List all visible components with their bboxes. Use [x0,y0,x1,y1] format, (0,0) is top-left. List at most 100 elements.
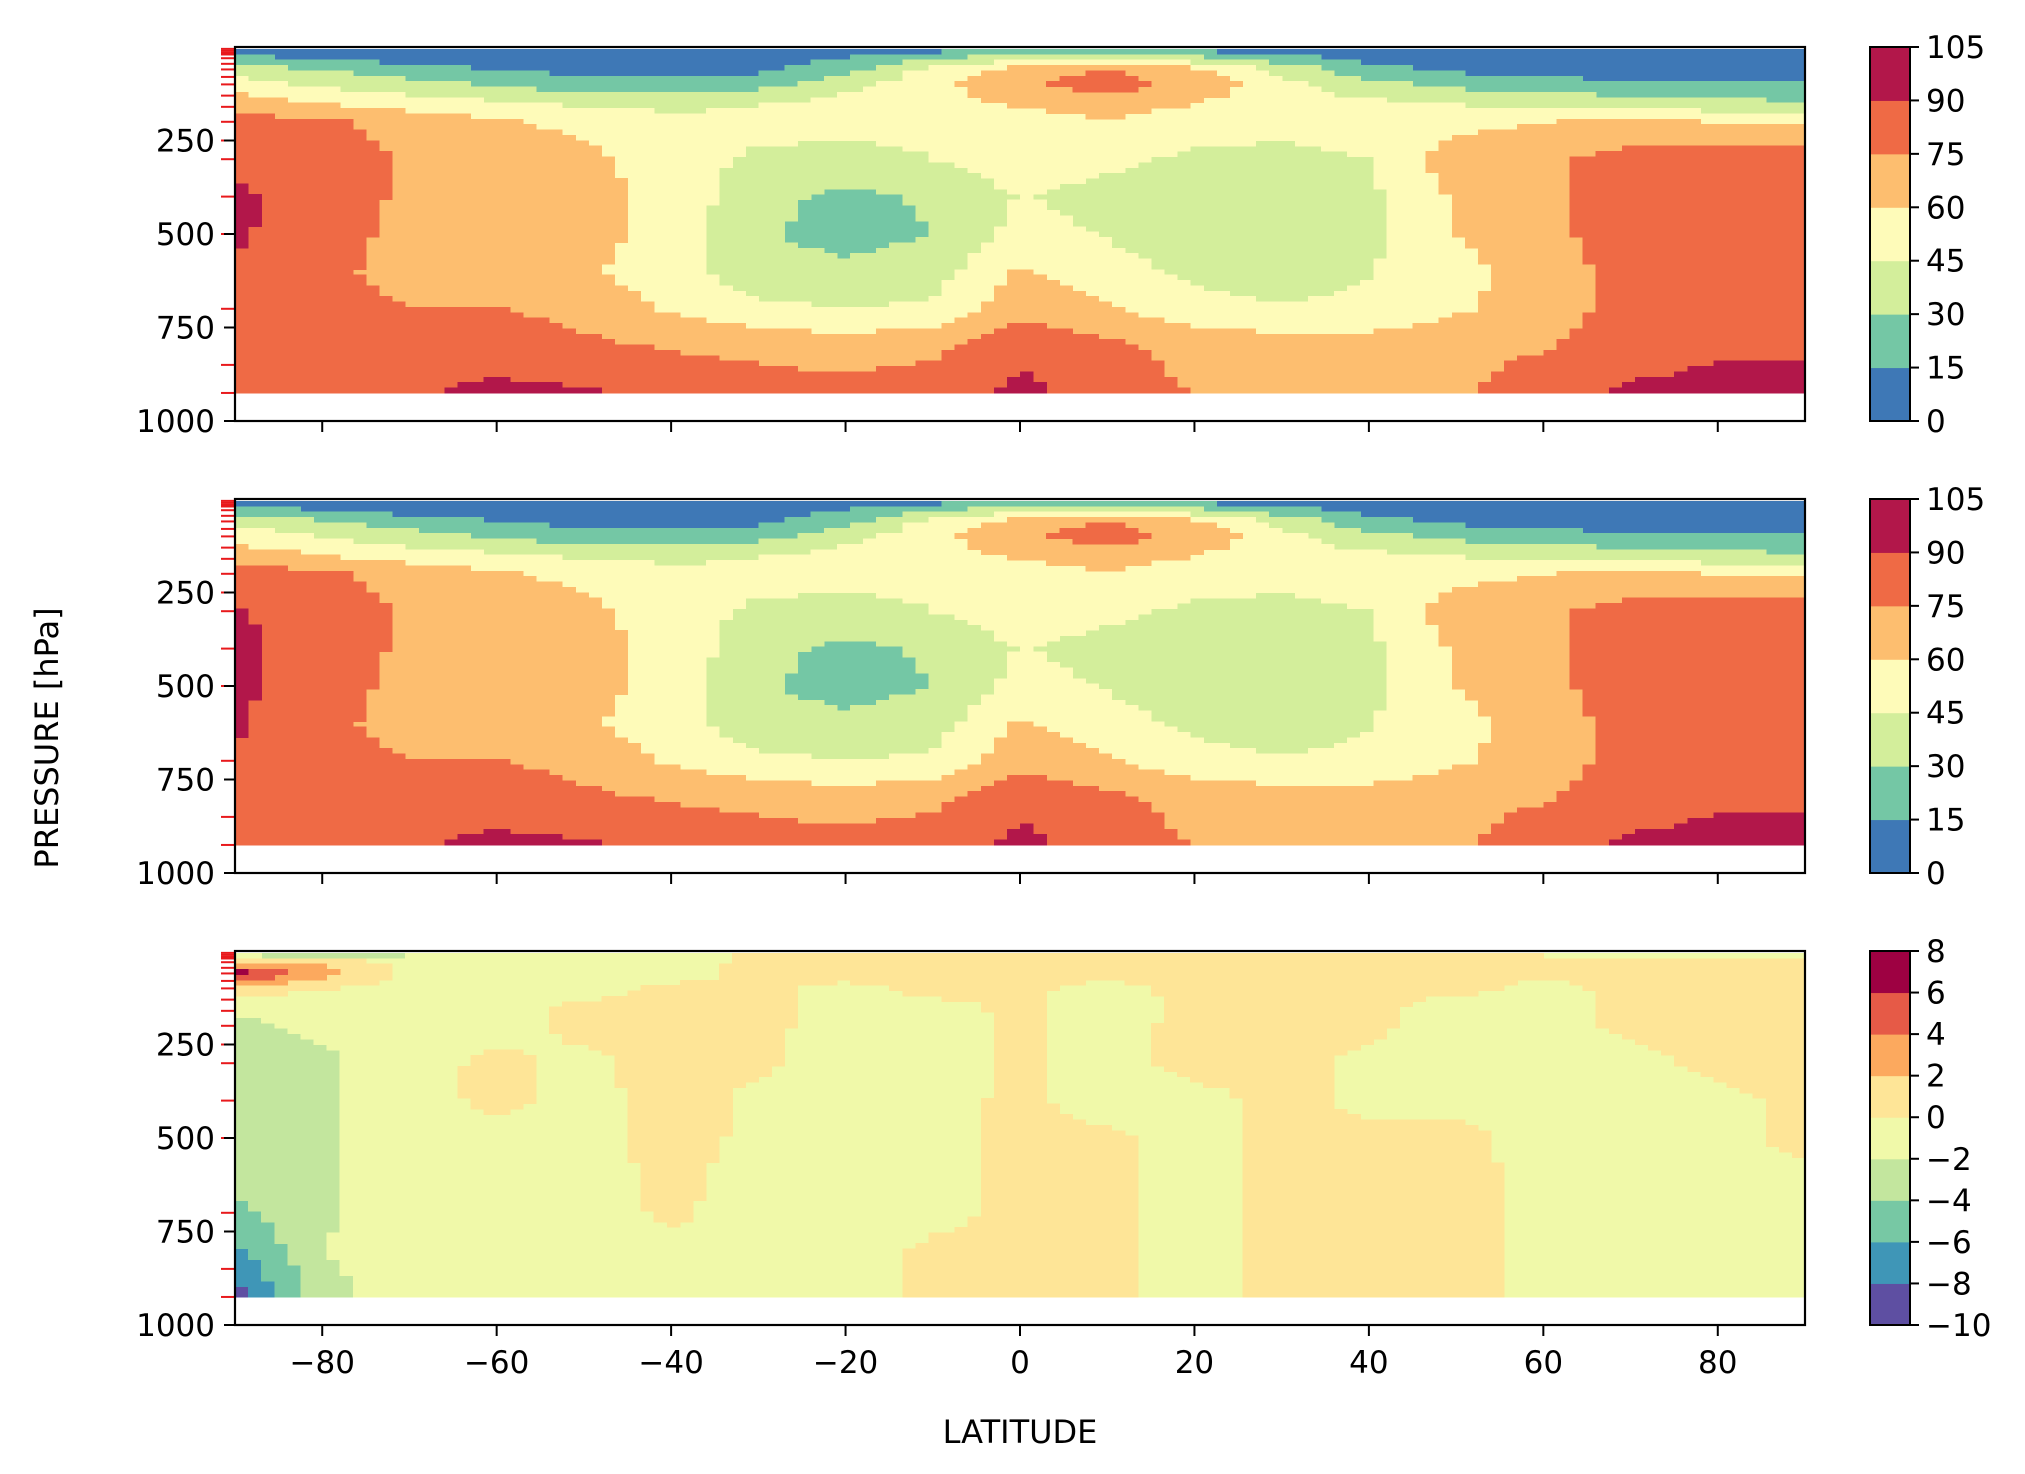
contour-band--2-to-0 [235,952,1806,1298]
panel-3-colorbar [1869,950,1919,1326]
panel-1-y-ticks [224,139,235,422]
colorbar-tick-label: 45 [1926,696,1965,732]
colorbar-tick-label: 15 [1926,803,1965,839]
x-tick-label: 60 [1524,1345,1563,1381]
colorbar-segment [1870,1158,1910,1201]
colorbar-segment [1870,153,1910,208]
y-tick-label: 1000 [136,856,215,892]
colorbar-segment [1870,1241,1910,1284]
colorbar-tick-label: −6 [1926,1225,1972,1261]
panel-1-x-ticks [321,421,1719,432]
panel-3-y-ticks [224,1043,235,1326]
colorbar-tick-label: 90 [1926,83,1965,119]
contour-band-0-to-15 [235,48,1806,82]
panel-3: 250 500 750 1000 −10 −8 −6 −4 −2 0 2 4 6… [136,934,1991,1381]
y-tick-label: 1000 [136,1308,215,1344]
panel-3-x-ticks [321,1325,1719,1336]
panel-1-contours [235,48,1806,394]
y-tick-label: 750 [156,763,215,799]
colorbar-segment [1870,1200,1910,1243]
panel-2-y-ticks [224,591,235,874]
colorbar-tick-label: 2 [1926,1059,1946,1095]
colorbar-segment [1870,766,1910,821]
colorbar-tick-label: 0 [1926,404,1946,440]
x-tick-label: 0 [1010,1345,1030,1381]
panel-2-x-ticks [321,873,1719,884]
contour-band-45-to-60 [235,511,1806,787]
y-tick-label: 500 [156,1121,215,1157]
colorbar-tick-label: 30 [1926,749,1965,785]
contour-band-45-to-60 [235,59,1806,335]
contour-band--4-to--2 [235,952,406,1298]
colorbar-segment [1870,47,1910,101]
colorbar-segment [1870,659,1910,714]
colorbar-segment [1870,367,1910,422]
colorbar-tick-label: −10 [1926,1308,1991,1344]
colorbar-tick-label: 6 [1926,976,1946,1012]
contour-band-30-to-45 [235,506,1806,760]
contour-band-0-to-15 [235,500,1806,534]
contour-band-0-to-2 [235,952,1806,1298]
panel-2-colorbar [1869,498,1919,874]
colorbar-tick-label: 0 [1926,1100,1946,1136]
colorbar-tick-label: 105 [1926,482,1985,518]
y-tick-label: 500 [156,669,215,705]
panel-3-contours [235,952,1806,1298]
colorbar-tick-label: 105 [1926,30,1985,66]
x-tick-label: −40 [638,1345,703,1381]
colorbar-segment [1870,1117,1910,1160]
colorbar-segment [1870,552,1910,607]
colorbar-frame [1869,46,1911,422]
panel-2-y-tick-labels: 250 500 750 1000 [136,576,215,893]
contour-band--8-to--6 [235,1248,275,1298]
panel-2-contours [235,500,1806,846]
colorbar-frame [1869,950,1911,1326]
colorbar-tick-label: 8 [1926,934,1946,970]
x-tick-label: −60 [464,1345,529,1381]
x-tick-label: 80 [1698,1345,1737,1381]
y-tick-label: 750 [156,311,215,347]
panel-1-colorbar-labels: 0 15 30 45 60 75 90 105 [1926,30,1985,440]
panel-1-colorbar [1869,46,1919,422]
colorbar-segment [1870,1034,1910,1077]
x-tick-label: −20 [813,1345,878,1381]
contour-band--10-to--8 [235,1286,249,1298]
colorbar-tick-label: −2 [1926,1142,1972,1178]
x-axis-title: LATITUDE [943,1413,1098,1451]
colorbar-segment [1870,951,1910,994]
contour-band-75-to-90 [235,522,1806,846]
x-tick-label: −80 [290,1345,355,1381]
panel-3-y-tick-labels: 250 500 750 1000 [136,1028,215,1345]
colorbar-segment [1870,1283,1910,1326]
contour-band-15-to-30 [235,500,1806,712]
colorbar-segment [1870,499,1910,553]
colorbar-tick-label: 60 [1926,642,1965,678]
panel-2: 250 500 750 1000 0 15 30 45 60 75 90 105 [136,482,1985,892]
colorbar-segment [1870,260,1910,315]
contour-band-60-to-75 [235,65,1806,394]
colorbar-frame [1869,498,1911,874]
colorbar-segment [1870,819,1910,874]
y-tick-label: 250 [156,124,215,160]
contour-band--6-to--4 [235,1200,302,1298]
x-tick-label: 40 [1349,1345,1388,1381]
colorbar-segment [1870,207,1910,262]
panel-1-level-markers [221,47,235,394]
colorbar-segment [1870,605,1910,660]
colorbar-tick-label: 75 [1926,589,1965,625]
colorbar-tick-label: −8 [1926,1266,1972,1302]
y-axis-title: PRESSURE [hPa] [28,607,66,868]
colorbar-tick-label: 4 [1926,1017,1946,1053]
panel-3-level-markers [221,951,235,1298]
panel-2-level-markers [221,499,235,846]
contour-band-60-to-75 [235,517,1806,846]
contour-band-30-to-45 [235,54,1806,308]
y-tick-label: 1000 [136,404,215,440]
colorbar-segment [1870,1075,1910,1118]
colorbar-tick-label: 15 [1926,351,1965,387]
colorbar-segment [1870,712,1910,767]
colorbar-segment [1870,314,1910,369]
colorbar-tick-label: 75 [1926,137,1965,173]
x-tick-labels: −80 −60 −40 −20 0 20 40 60 80 [290,1345,1738,1381]
